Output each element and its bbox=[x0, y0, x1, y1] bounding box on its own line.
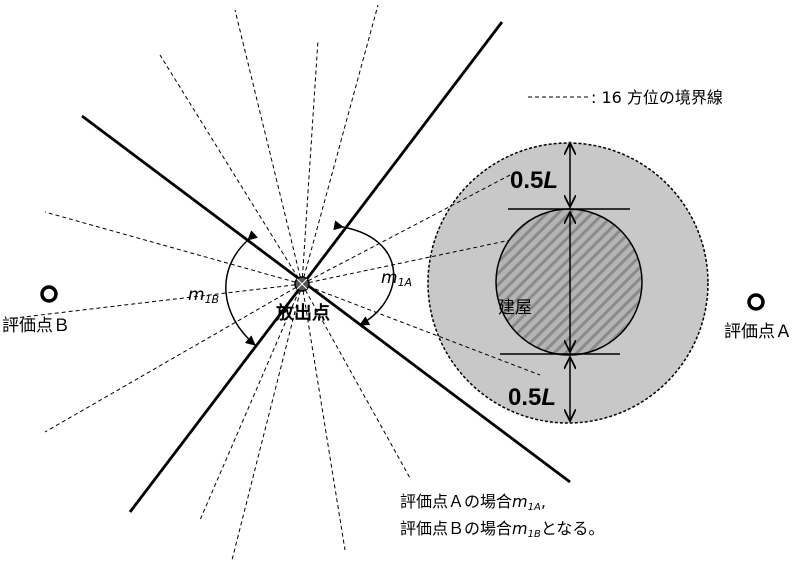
angle-arc-m1b bbox=[225, 230, 259, 346]
half-l-top-label: 0.5L bbox=[510, 167, 558, 194]
sector-line bbox=[14, 283, 303, 319]
building-label: 建屋 bbox=[498, 298, 532, 318]
sector-line bbox=[301, 283, 411, 479]
half-l-bottom-label: 0.5L bbox=[508, 384, 556, 411]
m1a-label: m1A bbox=[381, 268, 412, 289]
eval-point-b-label: 評価点Ｂ bbox=[2, 316, 70, 336]
sector-line bbox=[234, 9, 303, 285]
eval-point-a-marker bbox=[747, 293, 765, 311]
sector-line bbox=[301, 4, 379, 285]
eval-point-a-label: 評価点Ａ bbox=[724, 322, 792, 342]
note-line-2: 評価点Ｂの場合m1Bとなる。 bbox=[400, 519, 604, 540]
m1b-label: m1B bbox=[188, 285, 219, 306]
release-point-label: 放出点 bbox=[275, 302, 330, 323]
sector-line bbox=[199, 283, 303, 521]
building-circle bbox=[495, 208, 643, 356]
sector-line bbox=[231, 283, 303, 561]
legend-label: : 16 方位の境界線 bbox=[591, 88, 723, 107]
note-line-1: 評価点Ａの場合m1A, bbox=[400, 492, 546, 513]
angle-arc-m1a bbox=[333, 220, 395, 326]
solid-sector-lines bbox=[81, 21, 571, 513]
sector-line bbox=[44, 283, 303, 433]
sector-line bbox=[159, 54, 303, 285]
eval-point-b-marker bbox=[40, 285, 58, 303]
sector-line bbox=[301, 39, 319, 285]
sector-line bbox=[301, 283, 346, 551]
sector-boundary-lines bbox=[14, 4, 597, 561]
sector-line bbox=[44, 211, 303, 285]
